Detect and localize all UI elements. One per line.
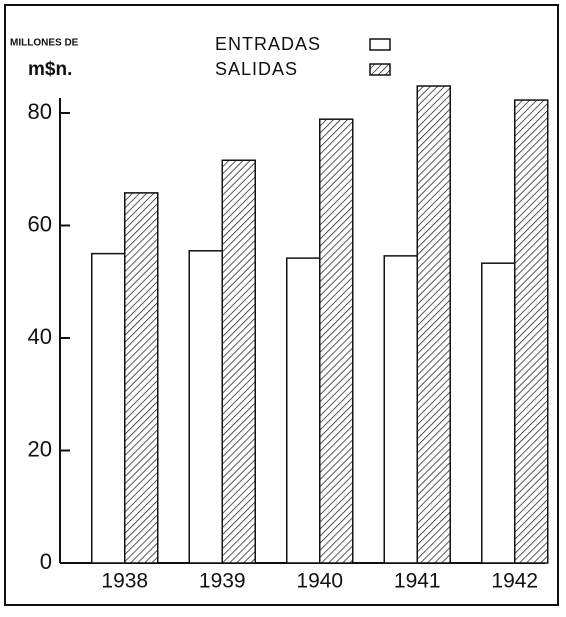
bar (188, 250, 223, 564)
bar (481, 262, 516, 564)
y-tick-label: 40 (28, 324, 52, 349)
y-axis-label: m$n. (28, 59, 72, 80)
y-tick-label: 0 (40, 549, 52, 574)
x-tick-label: 1938 (101, 570, 148, 593)
legend-swatch (369, 38, 391, 51)
legend-swatch (369, 63, 391, 76)
y-tick-label: 20 (28, 436, 52, 461)
bar (124, 192, 159, 564)
bar (416, 85, 451, 564)
y-tick-label: 60 (28, 211, 52, 236)
legend-label: SALIDAS (215, 59, 298, 79)
bar (514, 99, 549, 564)
bar (383, 255, 418, 564)
y-axis-label: MILLONES DE (10, 38, 79, 49)
legend-label: ENTRADAS (215, 34, 321, 54)
y-tick-label: 80 (28, 99, 52, 124)
x-tick-label: 1942 (491, 570, 538, 593)
bar (221, 159, 256, 564)
frame (4, 4, 559, 606)
bar (91, 252, 126, 564)
x-tick-label: 1939 (199, 570, 246, 593)
x-tick-label: 1940 (296, 570, 343, 593)
bar (286, 257, 321, 564)
x-tick-label: 1941 (394, 570, 441, 593)
bar (319, 118, 354, 564)
